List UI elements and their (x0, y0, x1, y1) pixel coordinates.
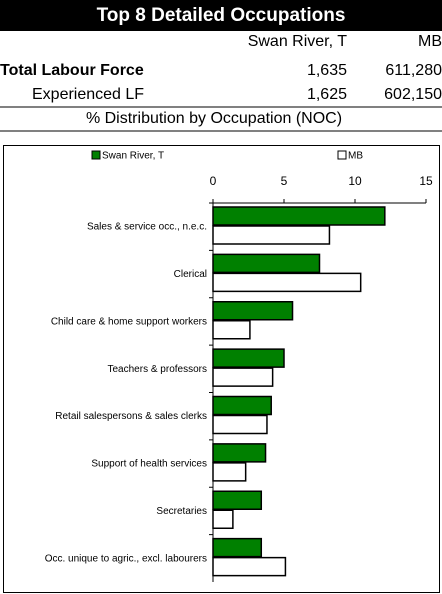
bar (212, 395, 272, 416)
legend-label: MB (348, 151, 363, 162)
y-tick-label: Occ. unique to agric., excl. labourers (45, 553, 207, 564)
title: Top 8 Detailed Occupations (97, 5, 346, 26)
row-label: Experienced LF (32, 86, 144, 103)
bar (212, 414, 268, 435)
title-bar (0, 0, 442, 31)
y-tick-label: Secretaries (156, 506, 207, 517)
legend-label: Swan River, T (102, 151, 164, 162)
bar (212, 253, 321, 274)
y-tick-label: Child care & home support workers (51, 316, 207, 327)
y-tick-label: Clerical (174, 269, 207, 280)
chart-frame (3, 145, 440, 593)
y-tick-label: Sales & service occ., n.e.c. (87, 222, 207, 233)
cell: 1,635 (307, 62, 347, 79)
y-tick-label: Retail salespersons & sales clerks (55, 411, 207, 422)
bar (212, 272, 362, 293)
bar (212, 490, 263, 510)
bar (212, 320, 251, 340)
bar (212, 206, 386, 226)
caption: % Distribution by Occupation (NOC) (86, 110, 342, 127)
bar (212, 509, 234, 529)
cell: 602,150 (384, 86, 442, 103)
bar (212, 462, 247, 482)
bar (212, 225, 331, 245)
row-label: Total Labour Force (0, 62, 144, 79)
cell: 611,280 (385, 62, 442, 79)
y-tick-label: Teachers & professors (108, 364, 208, 375)
legend-swatch (337, 150, 347, 160)
x-tick-label: 10 (348, 174, 362, 188)
bar (212, 348, 285, 368)
column-header: Swan River, T (248, 33, 348, 50)
cell: 1,625 (307, 86, 347, 103)
y-tick-label: Support of health services (91, 459, 207, 470)
column-header: MB (418, 33, 442, 50)
bar (212, 443, 267, 463)
bar (212, 367, 274, 387)
legend-swatch (91, 150, 101, 160)
bar (212, 537, 263, 558)
bar (212, 301, 294, 321)
x-tick-label: 0 (210, 174, 217, 188)
bar (212, 556, 287, 577)
x-tick-label: 5 (281, 174, 288, 188)
x-tick-label: 15 (419, 174, 433, 188)
